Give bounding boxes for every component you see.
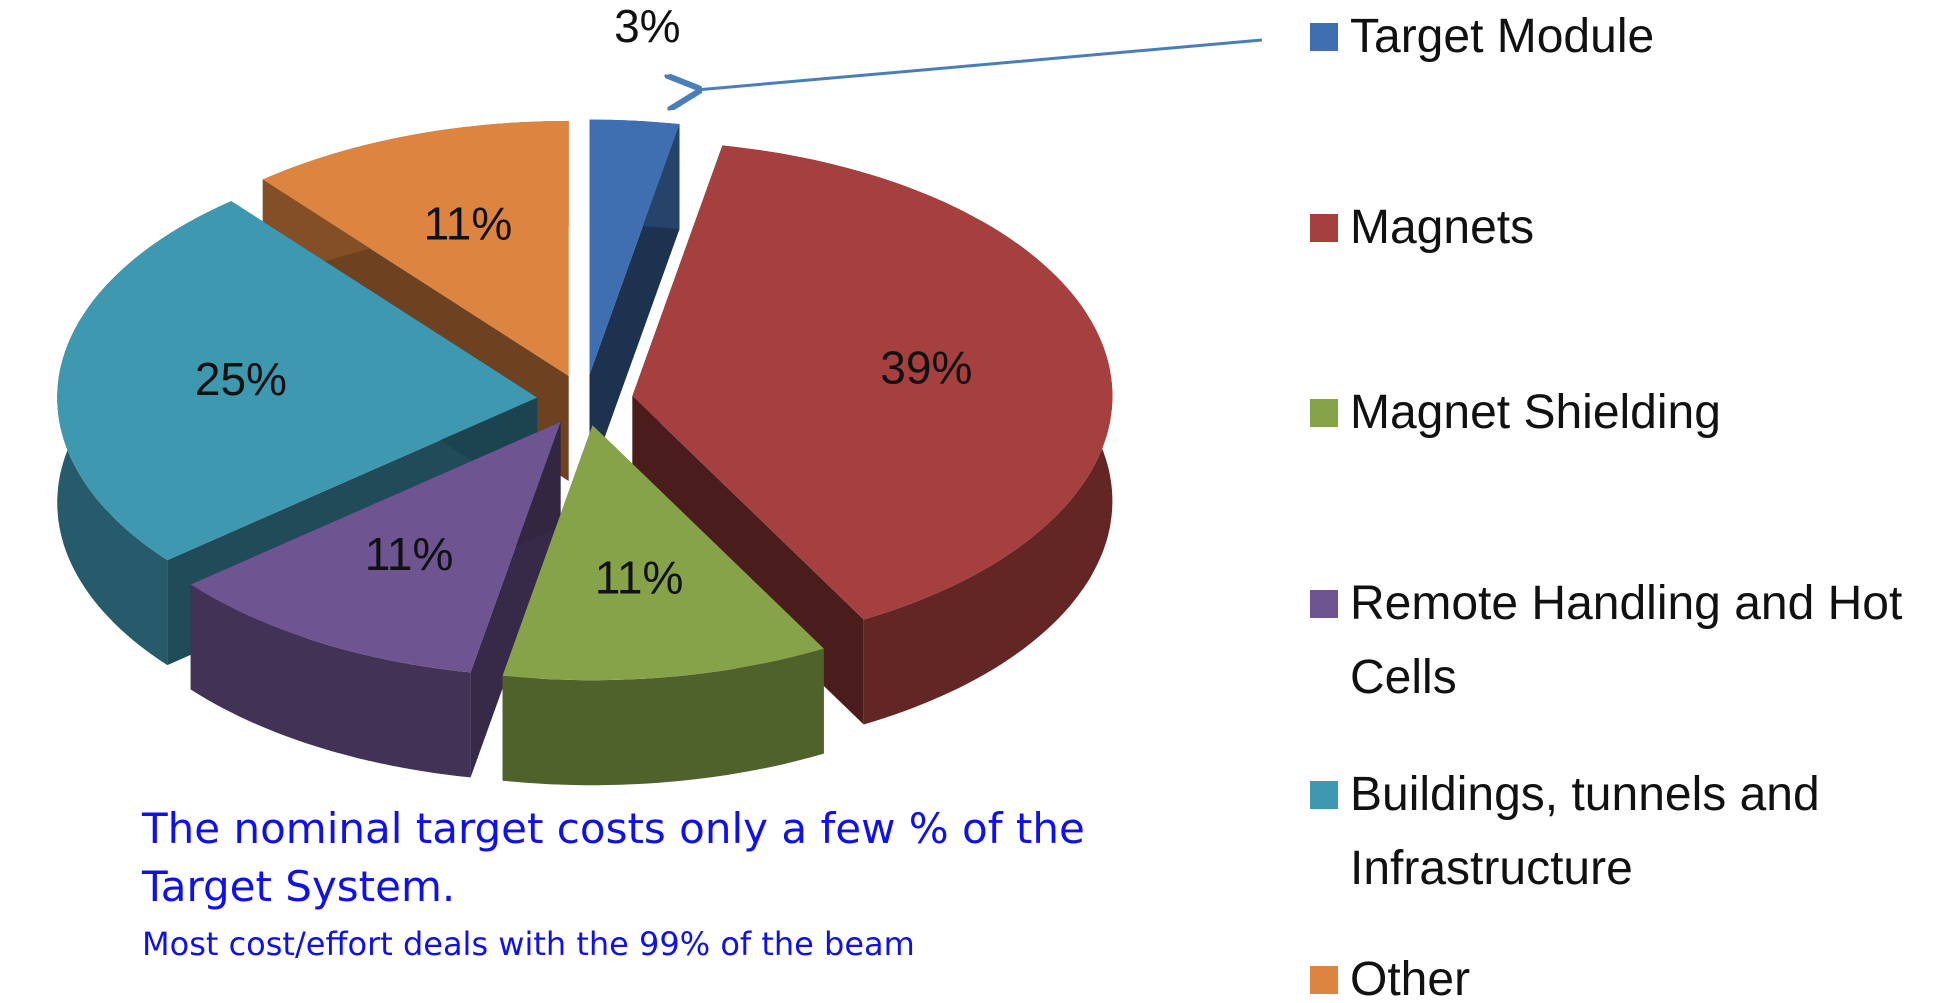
data-label: 11% <box>365 528 454 580</box>
slice <box>190 421 561 673</box>
note-detail: Most cost/effort deals with the 99% of t… <box>142 925 915 963</box>
slice <box>57 201 538 561</box>
chart: 3% 39% 11% 11% 25% 11% <box>57 0 1263 786</box>
legend-item: Target Module <box>1310 0 1910 74</box>
legend-item: Magnet Shielding <box>1310 376 1910 450</box>
data-label: 39% <box>880 341 972 393</box>
legend-item: Other <box>1310 943 1910 1003</box>
legend-label: Remote Handling and Hot Cells <box>1350 577 1903 704</box>
slice <box>262 121 569 376</box>
slice <box>589 119 680 375</box>
legend-label: Magnets <box>1350 201 1535 254</box>
legend-swatch <box>1310 590 1338 618</box>
legend-swatch <box>1310 214 1338 242</box>
legend-label: Buildings, tunnels and Infrastructure <box>1350 768 1820 895</box>
data-label: 11% <box>424 197 513 249</box>
legend-item: Remote Handling and Hot Cells <box>1310 567 1910 715</box>
legend-swatch <box>1310 23 1338 51</box>
note: The nominal target costs only a few % of… <box>142 804 1085 911</box>
data-label: 3% <box>614 0 680 52</box>
slice <box>502 425 824 681</box>
slice-wall <box>502 648 824 786</box>
callout-arrow <box>696 38 1263 90</box>
legend-swatch <box>1310 399 1338 427</box>
legend-item: Magnets <box>1310 191 1910 265</box>
data-label: 25% <box>195 353 287 405</box>
legend-swatch <box>1310 966 1338 994</box>
legend-label: Other <box>1350 953 1471 1003</box>
legend-label: Magnet Shielding <box>1350 386 1721 439</box>
legend-item: Buildings, tunnels and Infrastructure <box>1310 758 1910 906</box>
legend-swatch <box>1310 781 1338 809</box>
slice <box>632 145 1113 620</box>
slice-wall <box>190 584 471 778</box>
legend-label: Target Module <box>1350 10 1655 63</box>
data-label: 11% <box>595 551 684 603</box>
